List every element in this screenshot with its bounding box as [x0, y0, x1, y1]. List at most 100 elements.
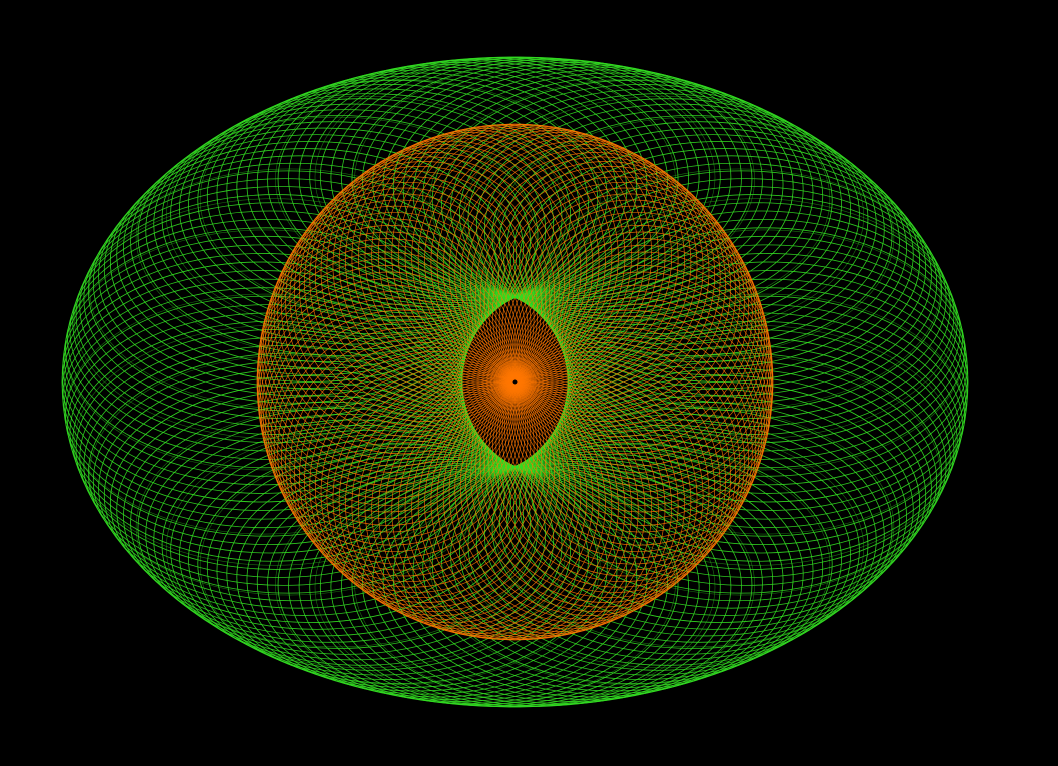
inner-orbit-curve: [338, 371, 600, 632]
inner-orbit-curve: [470, 346, 732, 608]
lens-curve: [567, 261, 969, 503]
outer-orbit-curve: [545, 178, 947, 420]
inner-orbit-curve: [417, 128, 679, 389]
inner-orbit-curve: [304, 152, 565, 413]
outer-orbit-curve: [216, 450, 618, 692]
lens-curve: [165, 427, 567, 669]
outer-orbit-curve: [103, 375, 505, 616]
inner-orbit-curve: [508, 218, 769, 480]
outer-orbit-curve: [564, 295, 965, 537]
lens-curve: [540, 168, 941, 410]
lens-curve: [110, 382, 511, 623]
lens-curve: [89, 354, 490, 596]
outer-orbit-curve: [83, 178, 485, 420]
outer-orbit-curve: [431, 443, 833, 685]
outer-orbit-curve: [556, 202, 958, 444]
outer-orbit-curve: [412, 72, 814, 314]
inner-orbit-curve: [273, 187, 535, 449]
outer-orbit-curve: [564, 227, 965, 469]
lens-curve: [236, 66, 638, 308]
outer-orbit-curve: [475, 103, 877, 345]
inner-orbit-curve: [495, 315, 757, 577]
outer-orbit-curve: [67, 218, 468, 460]
lens-curve: [275, 464, 676, 705]
outer-orbit-curve: [412, 450, 814, 692]
outer-orbit-curve: [541, 170, 943, 412]
inner-orbit-curve: [495, 187, 757, 449]
inner-orbit-curve: [299, 156, 560, 418]
outer-orbit-curve: [137, 408, 539, 649]
lens-curve: [199, 444, 601, 685]
inner-orbit-curve: [479, 166, 741, 427]
outer-orbit-curve: [75, 194, 477, 435]
lens-curve: [540, 354, 941, 596]
outer-orbit-curve: [161, 424, 563, 666]
lens-curve: [429, 444, 831, 685]
inner-orbit-curve: [391, 123, 653, 385]
inner-orbit-curve: [479, 337, 741, 598]
inner-orbit-curve: [289, 166, 551, 427]
inner-orbit-curve: [404, 125, 666, 386]
inner-orbit-curve: [475, 161, 736, 422]
inner-orbit-curve: [501, 199, 763, 461]
inner-orbit-curve: [299, 346, 560, 608]
outer-orbit-curve: [65, 227, 466, 469]
lens-curve: [199, 79, 601, 320]
inner-orbit-curve: [294, 161, 555, 422]
outer-orbit-curve: [188, 439, 589, 680]
lens-curve: [135, 406, 537, 648]
lens-curve: [74, 325, 475, 566]
inner-orbit-curve: [511, 238, 773, 499]
outer-orbit-curve: [467, 98, 869, 340]
outer-orbit-curve: [87, 352, 489, 594]
inner-orbit-curve: [509, 225, 771, 486]
outer-orbit-curve: [65, 295, 466, 537]
outer-orbit-curve: [512, 388, 914, 630]
inner-orbit-curve: [257, 238, 519, 499]
outer-orbit-curve: [441, 439, 842, 680]
lens-curve: [493, 406, 895, 648]
inner-orbit-curve: [465, 351, 726, 612]
inner-orbit-curve: [267, 199, 529, 461]
inner-orbit-curve: [320, 362, 582, 624]
inner-orbit-curve: [289, 337, 551, 598]
outer-orbit-curve: [161, 98, 563, 340]
outer-orbit-curve: [491, 115, 893, 356]
inner-orbit-curve: [258, 231, 519, 493]
outer-orbit-curve: [441, 84, 842, 325]
inner-orbit-curve: [465, 152, 726, 413]
lens-curve: [564, 293, 966, 535]
lens-curve: [463, 427, 865, 669]
lens-curve: [564, 229, 966, 471]
outer-orbit-curve: [83, 344, 485, 586]
lens-curve: [354, 59, 755, 300]
outer-orbit-curve: [153, 103, 555, 345]
inner-orbit-curve: [501, 303, 763, 565]
inner-lens-outline: [61, 56, 969, 708]
outer-orbit-curve: [553, 329, 955, 570]
outer-orbit-curve: [431, 79, 833, 321]
outer-orbit-curve: [545, 344, 947, 586]
center-dot: [512, 379, 518, 385]
inner-orbit-curve: [332, 368, 594, 630]
inner-orbit-curve: [470, 156, 732, 418]
outer-orbit-curve: [197, 79, 599, 321]
lens-curve: [89, 168, 490, 410]
inner-orbit-curve: [430, 132, 692, 393]
inner-orbit-curve: [294, 342, 555, 603]
inner-orbit-curve: [498, 309, 760, 571]
inner-orbit-curve: [442, 137, 704, 399]
lens-curve: [236, 456, 638, 698]
lens-curve: [429, 79, 831, 320]
lens-curve: [74, 198, 475, 439]
lens-curve: [463, 95, 865, 337]
lens-curve: [165, 95, 567, 337]
outer-orbit-curve: [116, 134, 518, 376]
lens-curve: [519, 382, 920, 623]
inner-orbit-curve: [511, 231, 772, 493]
lens-curve: [555, 325, 956, 566]
lens-curve: [61, 261, 463, 503]
inner-orbit-curve: [261, 218, 522, 480]
